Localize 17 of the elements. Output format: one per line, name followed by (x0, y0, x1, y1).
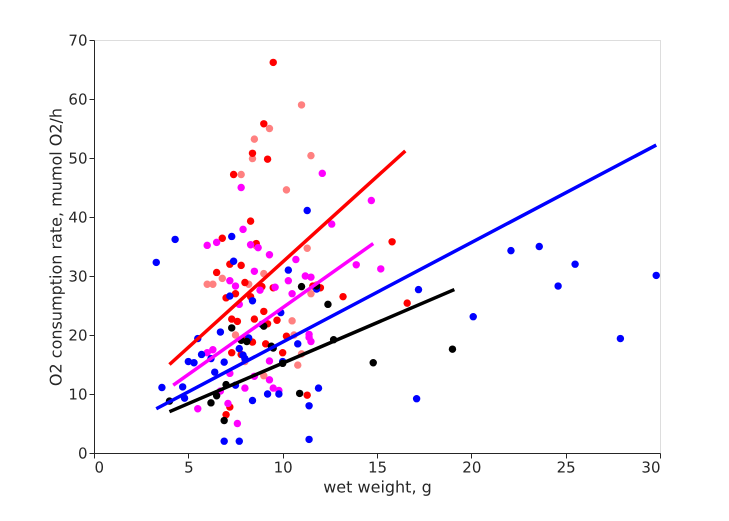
x-tick-label: 0 (94, 458, 104, 476)
y-tick-label: 10 (68, 386, 88, 404)
x-tick-label: 25 (556, 458, 576, 476)
x-tick-label: 20 (462, 458, 482, 476)
x-tick-label: 30 (641, 458, 660, 476)
y-tick-label: 50 (68, 150, 88, 168)
y-tick-label: 20 (68, 326, 88, 344)
y-tick-label: 0 (78, 444, 88, 462)
x-tick-label: 10 (274, 458, 293, 476)
y-tick-label: 60 (68, 90, 88, 108)
y-tick-label: 40 (68, 208, 88, 226)
y-tick-label: 30 (68, 268, 88, 286)
y-axis-title: O2 consumption rate, mumol O2/h (46, 108, 66, 386)
y-tick-label: 70 (68, 32, 88, 50)
x-tick-label: 15 (368, 458, 388, 476)
x-tick-label: 5 (184, 458, 194, 476)
x-axis-title: wet weight, g (323, 478, 432, 496)
